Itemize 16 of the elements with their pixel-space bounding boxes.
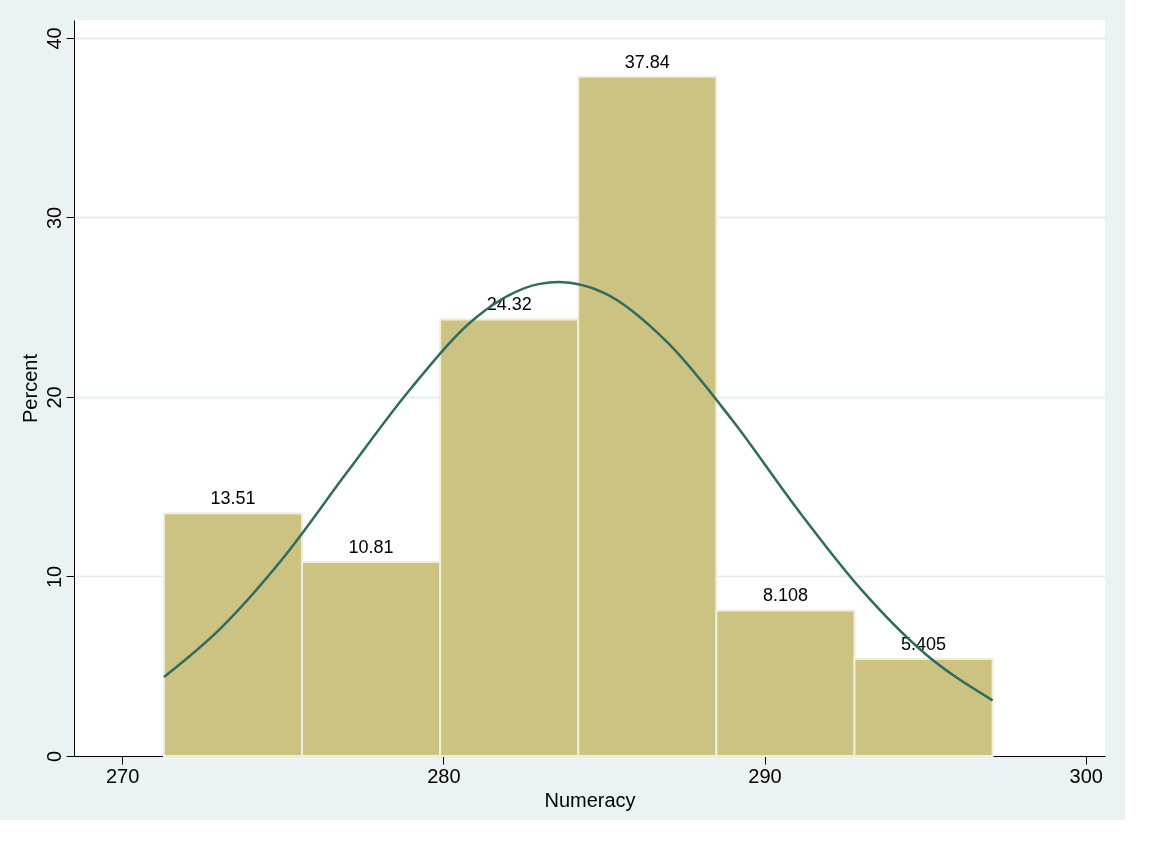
y-axis-title: Percent: [18, 353, 41, 423]
x-tick-label: 280: [427, 764, 461, 787]
data-label: 37.84: [624, 51, 670, 72]
data-label: 10.81: [348, 536, 394, 557]
y-tick-label: 0: [42, 750, 65, 763]
y-tick-label: 10: [42, 565, 65, 589]
y-tick-label: 20: [42, 386, 65, 409]
data-label: 8.108: [762, 585, 808, 606]
x-tick-label: 290: [748, 764, 782, 787]
x-tick-label: 270: [105, 764, 140, 787]
data-label: 13.51: [210, 488, 256, 509]
x-axis-title: Numeracy: [544, 788, 636, 811]
y-tick-label: 30: [42, 206, 65, 230]
x-tick-label: 300: [1069, 764, 1103, 787]
y-tick-label: 40: [42, 27, 65, 50]
line-series: [162, 280, 994, 702]
